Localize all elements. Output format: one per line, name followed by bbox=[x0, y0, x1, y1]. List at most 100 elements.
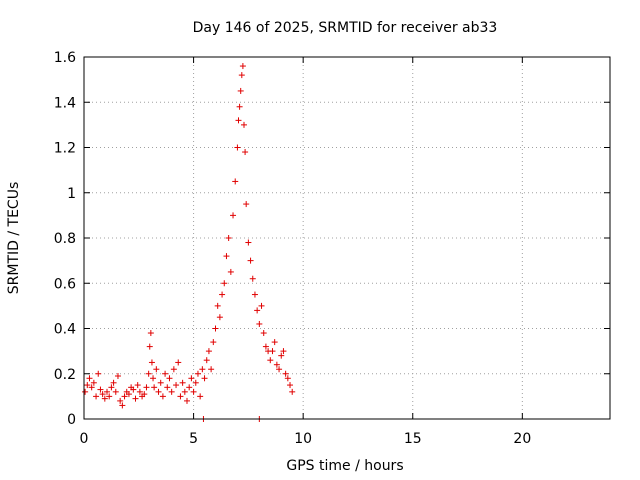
data-point bbox=[223, 253, 230, 260]
data-points bbox=[82, 63, 296, 422]
data-point bbox=[108, 384, 115, 391]
data-point bbox=[170, 366, 177, 373]
data-point bbox=[225, 235, 232, 241]
data-point bbox=[214, 302, 221, 309]
data-point bbox=[125, 391, 132, 398]
data-point bbox=[153, 366, 160, 373]
data-point bbox=[168, 388, 175, 395]
data-point bbox=[245, 239, 252, 246]
data-point bbox=[93, 393, 100, 400]
data-point bbox=[155, 388, 162, 395]
data-point bbox=[212, 325, 219, 332]
data-point bbox=[145, 370, 152, 377]
data-point bbox=[132, 395, 139, 402]
data-point bbox=[101, 395, 108, 402]
axis-ticks: 0 0.2 0.4 0.6 0.8 1 1.2 1.4 1.6 0 5 10 15 20 bbox=[54, 50, 610, 447]
data-point bbox=[95, 370, 102, 377]
y-axis-label: SRMTID / TECUs bbox=[6, 182, 22, 295]
data-point bbox=[134, 382, 141, 389]
data-point bbox=[258, 302, 265, 309]
data-point bbox=[88, 384, 95, 391]
y-tick-label: 0.6 bbox=[54, 276, 76, 292]
data-point bbox=[284, 375, 291, 382]
data-point bbox=[237, 87, 244, 94]
y-tick-label: 0.4 bbox=[54, 322, 76, 338]
data-point bbox=[141, 391, 148, 398]
data-point bbox=[117, 397, 124, 404]
data-point bbox=[260, 330, 267, 337]
chart-title: Day 146 of 2025, SRMTID for receiver ab3… bbox=[193, 20, 498, 36]
data-point bbox=[282, 370, 289, 377]
data-point bbox=[184, 397, 191, 404]
data-point bbox=[162, 370, 169, 377]
data-point bbox=[143, 384, 150, 391]
x-tick-label: 0 bbox=[80, 431, 89, 447]
data-point bbox=[90, 379, 97, 386]
data-point bbox=[210, 339, 217, 346]
data-point bbox=[235, 117, 242, 124]
data-point bbox=[221, 280, 228, 287]
data-point bbox=[146, 343, 153, 350]
data-point bbox=[188, 375, 195, 382]
data-point bbox=[219, 291, 226, 298]
data-point bbox=[114, 373, 121, 380]
plot-frame bbox=[83, 56, 611, 420]
data-point bbox=[164, 384, 171, 391]
data-point bbox=[240, 121, 247, 128]
y-tick-label: 1.4 bbox=[54, 95, 76, 111]
x-tick-label: 10 bbox=[294, 431, 312, 447]
data-point bbox=[173, 382, 180, 389]
data-point bbox=[192, 379, 199, 386]
x-tick-label: 20 bbox=[513, 431, 531, 447]
data-point bbox=[234, 144, 241, 151]
data-point bbox=[110, 379, 117, 386]
data-point bbox=[136, 388, 143, 395]
data-point bbox=[216, 314, 223, 321]
data-point bbox=[280, 348, 287, 355]
x-axis-label: GPS time / hours bbox=[286, 458, 403, 474]
data-point bbox=[181, 388, 188, 395]
data-point bbox=[201, 375, 208, 382]
data-point bbox=[247, 257, 254, 264]
data-point bbox=[148, 359, 155, 366]
y-tick-label: 0 bbox=[67, 412, 76, 428]
data-point bbox=[99, 391, 106, 398]
data-point bbox=[84, 382, 91, 389]
data-point bbox=[262, 343, 269, 350]
x-tick-label: 15 bbox=[404, 431, 422, 447]
data-point bbox=[256, 320, 263, 327]
data-point bbox=[190, 388, 197, 395]
y-tick-label: 0.8 bbox=[54, 231, 76, 247]
data-point bbox=[273, 361, 280, 368]
data-point bbox=[278, 352, 285, 359]
data-point bbox=[177, 393, 184, 400]
data-point bbox=[157, 379, 164, 386]
data-point bbox=[147, 330, 154, 337]
data-point bbox=[186, 384, 193, 391]
data-point bbox=[112, 388, 119, 395]
data-point bbox=[130, 386, 137, 393]
data-point bbox=[104, 388, 111, 395]
data-point bbox=[121, 393, 128, 400]
data-point bbox=[236, 103, 243, 110]
data-point bbox=[205, 348, 212, 355]
data-point bbox=[230, 212, 237, 219]
data-point bbox=[289, 388, 296, 395]
data-point bbox=[197, 393, 204, 400]
data-point bbox=[199, 366, 206, 373]
data-point bbox=[287, 382, 294, 389]
data-point bbox=[119, 402, 126, 409]
data-point bbox=[254, 307, 261, 314]
data-point bbox=[208, 366, 215, 373]
data-point bbox=[242, 149, 249, 156]
data-point bbox=[166, 375, 173, 382]
y-tick-label: 1.6 bbox=[54, 50, 76, 66]
x-tick-label: 5 bbox=[189, 431, 198, 447]
data-point bbox=[150, 375, 157, 382]
data-point bbox=[232, 178, 239, 185]
grid-lines bbox=[84, 57, 610, 419]
data-point bbox=[239, 63, 246, 70]
data-point bbox=[269, 348, 276, 355]
data-point bbox=[179, 379, 186, 386]
